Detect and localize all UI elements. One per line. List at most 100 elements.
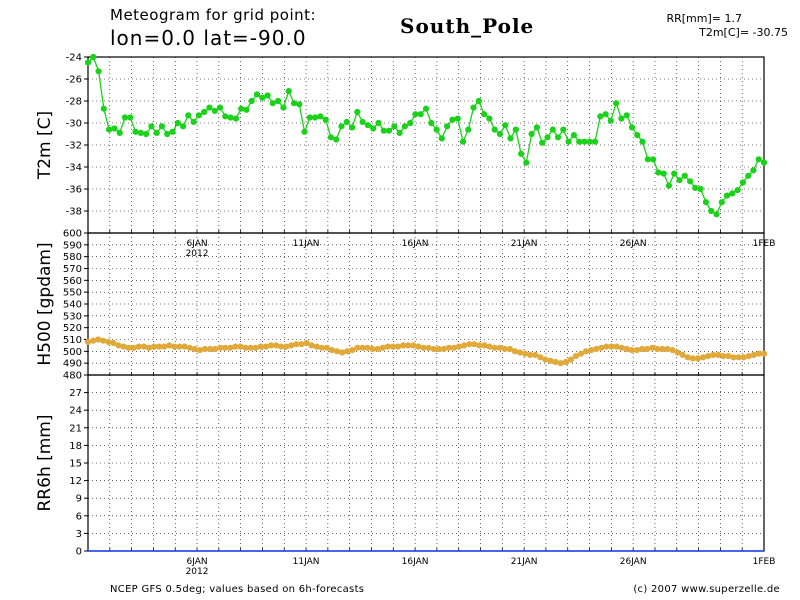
data-point bbox=[349, 124, 356, 131]
data-point bbox=[581, 138, 588, 145]
y-tick-label: 560 bbox=[63, 276, 82, 287]
data-point bbox=[343, 118, 350, 125]
data-point bbox=[359, 118, 366, 125]
data-point bbox=[262, 343, 269, 350]
x-tick-label: 16JAN bbox=[402, 557, 429, 567]
data-point bbox=[153, 129, 160, 136]
y-tick-label: 530 bbox=[63, 311, 82, 322]
data-point bbox=[273, 342, 280, 349]
data-point bbox=[196, 347, 203, 354]
data-point bbox=[308, 342, 315, 349]
data-point bbox=[267, 342, 275, 349]
data-point bbox=[243, 106, 250, 113]
data-point bbox=[110, 340, 117, 347]
data-point bbox=[354, 344, 361, 351]
data-point bbox=[116, 129, 123, 136]
data-point bbox=[283, 343, 290, 350]
data-point bbox=[654, 345, 661, 353]
y-tick-label: 590 bbox=[63, 240, 82, 251]
data-point bbox=[507, 135, 514, 142]
data-point bbox=[638, 345, 646, 353]
series-line bbox=[87, 55, 765, 216]
data-point bbox=[328, 347, 336, 354]
data-point bbox=[725, 353, 732, 360]
data-point bbox=[174, 119, 181, 127]
y-tick-label: 480 bbox=[63, 371, 82, 382]
data-point bbox=[190, 118, 197, 125]
data-point bbox=[186, 344, 193, 351]
data-point bbox=[247, 344, 254, 351]
data-point bbox=[288, 342, 295, 349]
data-point bbox=[544, 134, 551, 141]
data-point bbox=[565, 138, 572, 145]
data-point bbox=[650, 156, 657, 163]
data-point bbox=[121, 114, 129, 121]
data-point bbox=[527, 351, 534, 358]
data-point bbox=[400, 342, 407, 349]
data-point bbox=[171, 343, 178, 350]
data-point bbox=[125, 344, 132, 351]
data-point bbox=[145, 344, 153, 351]
data-point bbox=[454, 115, 461, 122]
x-tick-label: 26JAN bbox=[620, 557, 647, 567]
data-point bbox=[465, 126, 472, 133]
data-point bbox=[242, 344, 249, 351]
data-point bbox=[290, 100, 298, 107]
y-tick-label: 510 bbox=[63, 335, 82, 346]
data-point bbox=[339, 349, 346, 356]
data-point bbox=[450, 344, 458, 351]
data-point bbox=[588, 347, 595, 354]
data-point bbox=[644, 345, 651, 353]
data-point bbox=[466, 341, 473, 348]
data-point bbox=[430, 345, 437, 353]
data-point bbox=[374, 345, 381, 353]
y-tick-label: 0 bbox=[76, 547, 82, 558]
data-point bbox=[100, 105, 107, 112]
data-point bbox=[334, 348, 341, 355]
data-point bbox=[137, 129, 144, 136]
data-point bbox=[723, 192, 731, 199]
data-point bbox=[674, 349, 681, 356]
data-point bbox=[760, 350, 768, 357]
data-point bbox=[591, 138, 599, 145]
data-point bbox=[140, 343, 147, 350]
y-tick-label: 540 bbox=[63, 300, 82, 311]
x-tick-sublabel: 2012 bbox=[186, 567, 209, 577]
data-point bbox=[410, 342, 417, 349]
data-point bbox=[151, 343, 158, 350]
data-point bbox=[755, 156, 762, 163]
data-point bbox=[560, 126, 567, 133]
data-point bbox=[745, 353, 752, 360]
data-point bbox=[603, 343, 610, 350]
data-point bbox=[671, 170, 678, 177]
data-point bbox=[702, 199, 710, 206]
copyright-note: (c) 2007 www.superzelle.de bbox=[633, 584, 780, 595]
data-point bbox=[613, 343, 620, 350]
data-point bbox=[391, 123, 398, 130]
data-point bbox=[222, 113, 229, 120]
data-point bbox=[143, 130, 150, 138]
data-point bbox=[396, 129, 403, 136]
data-point bbox=[333, 136, 340, 143]
data-point bbox=[697, 185, 704, 193]
data-point bbox=[516, 349, 524, 356]
data-point bbox=[354, 108, 361, 116]
data-point bbox=[476, 342, 483, 349]
data-point bbox=[191, 345, 198, 353]
y-tick-label: -34 bbox=[66, 163, 82, 174]
y-tick-label: 600 bbox=[63, 229, 82, 240]
data-point bbox=[708, 207, 715, 215]
data-point bbox=[105, 338, 112, 345]
x-tick-label: 16JAN bbox=[402, 239, 429, 249]
rr-summary: RR[mm]= 1.7 bbox=[666, 12, 742, 25]
data-point bbox=[518, 150, 525, 157]
data-point bbox=[90, 337, 97, 344]
data-point bbox=[253, 91, 261, 98]
data-point bbox=[364, 344, 371, 351]
data-point bbox=[445, 344, 452, 351]
y-tick-label: -36 bbox=[66, 185, 82, 196]
y-tick-label: 27 bbox=[69, 388, 82, 399]
data-point bbox=[628, 124, 636, 131]
data-point bbox=[405, 342, 412, 349]
data-point bbox=[470, 104, 477, 111]
